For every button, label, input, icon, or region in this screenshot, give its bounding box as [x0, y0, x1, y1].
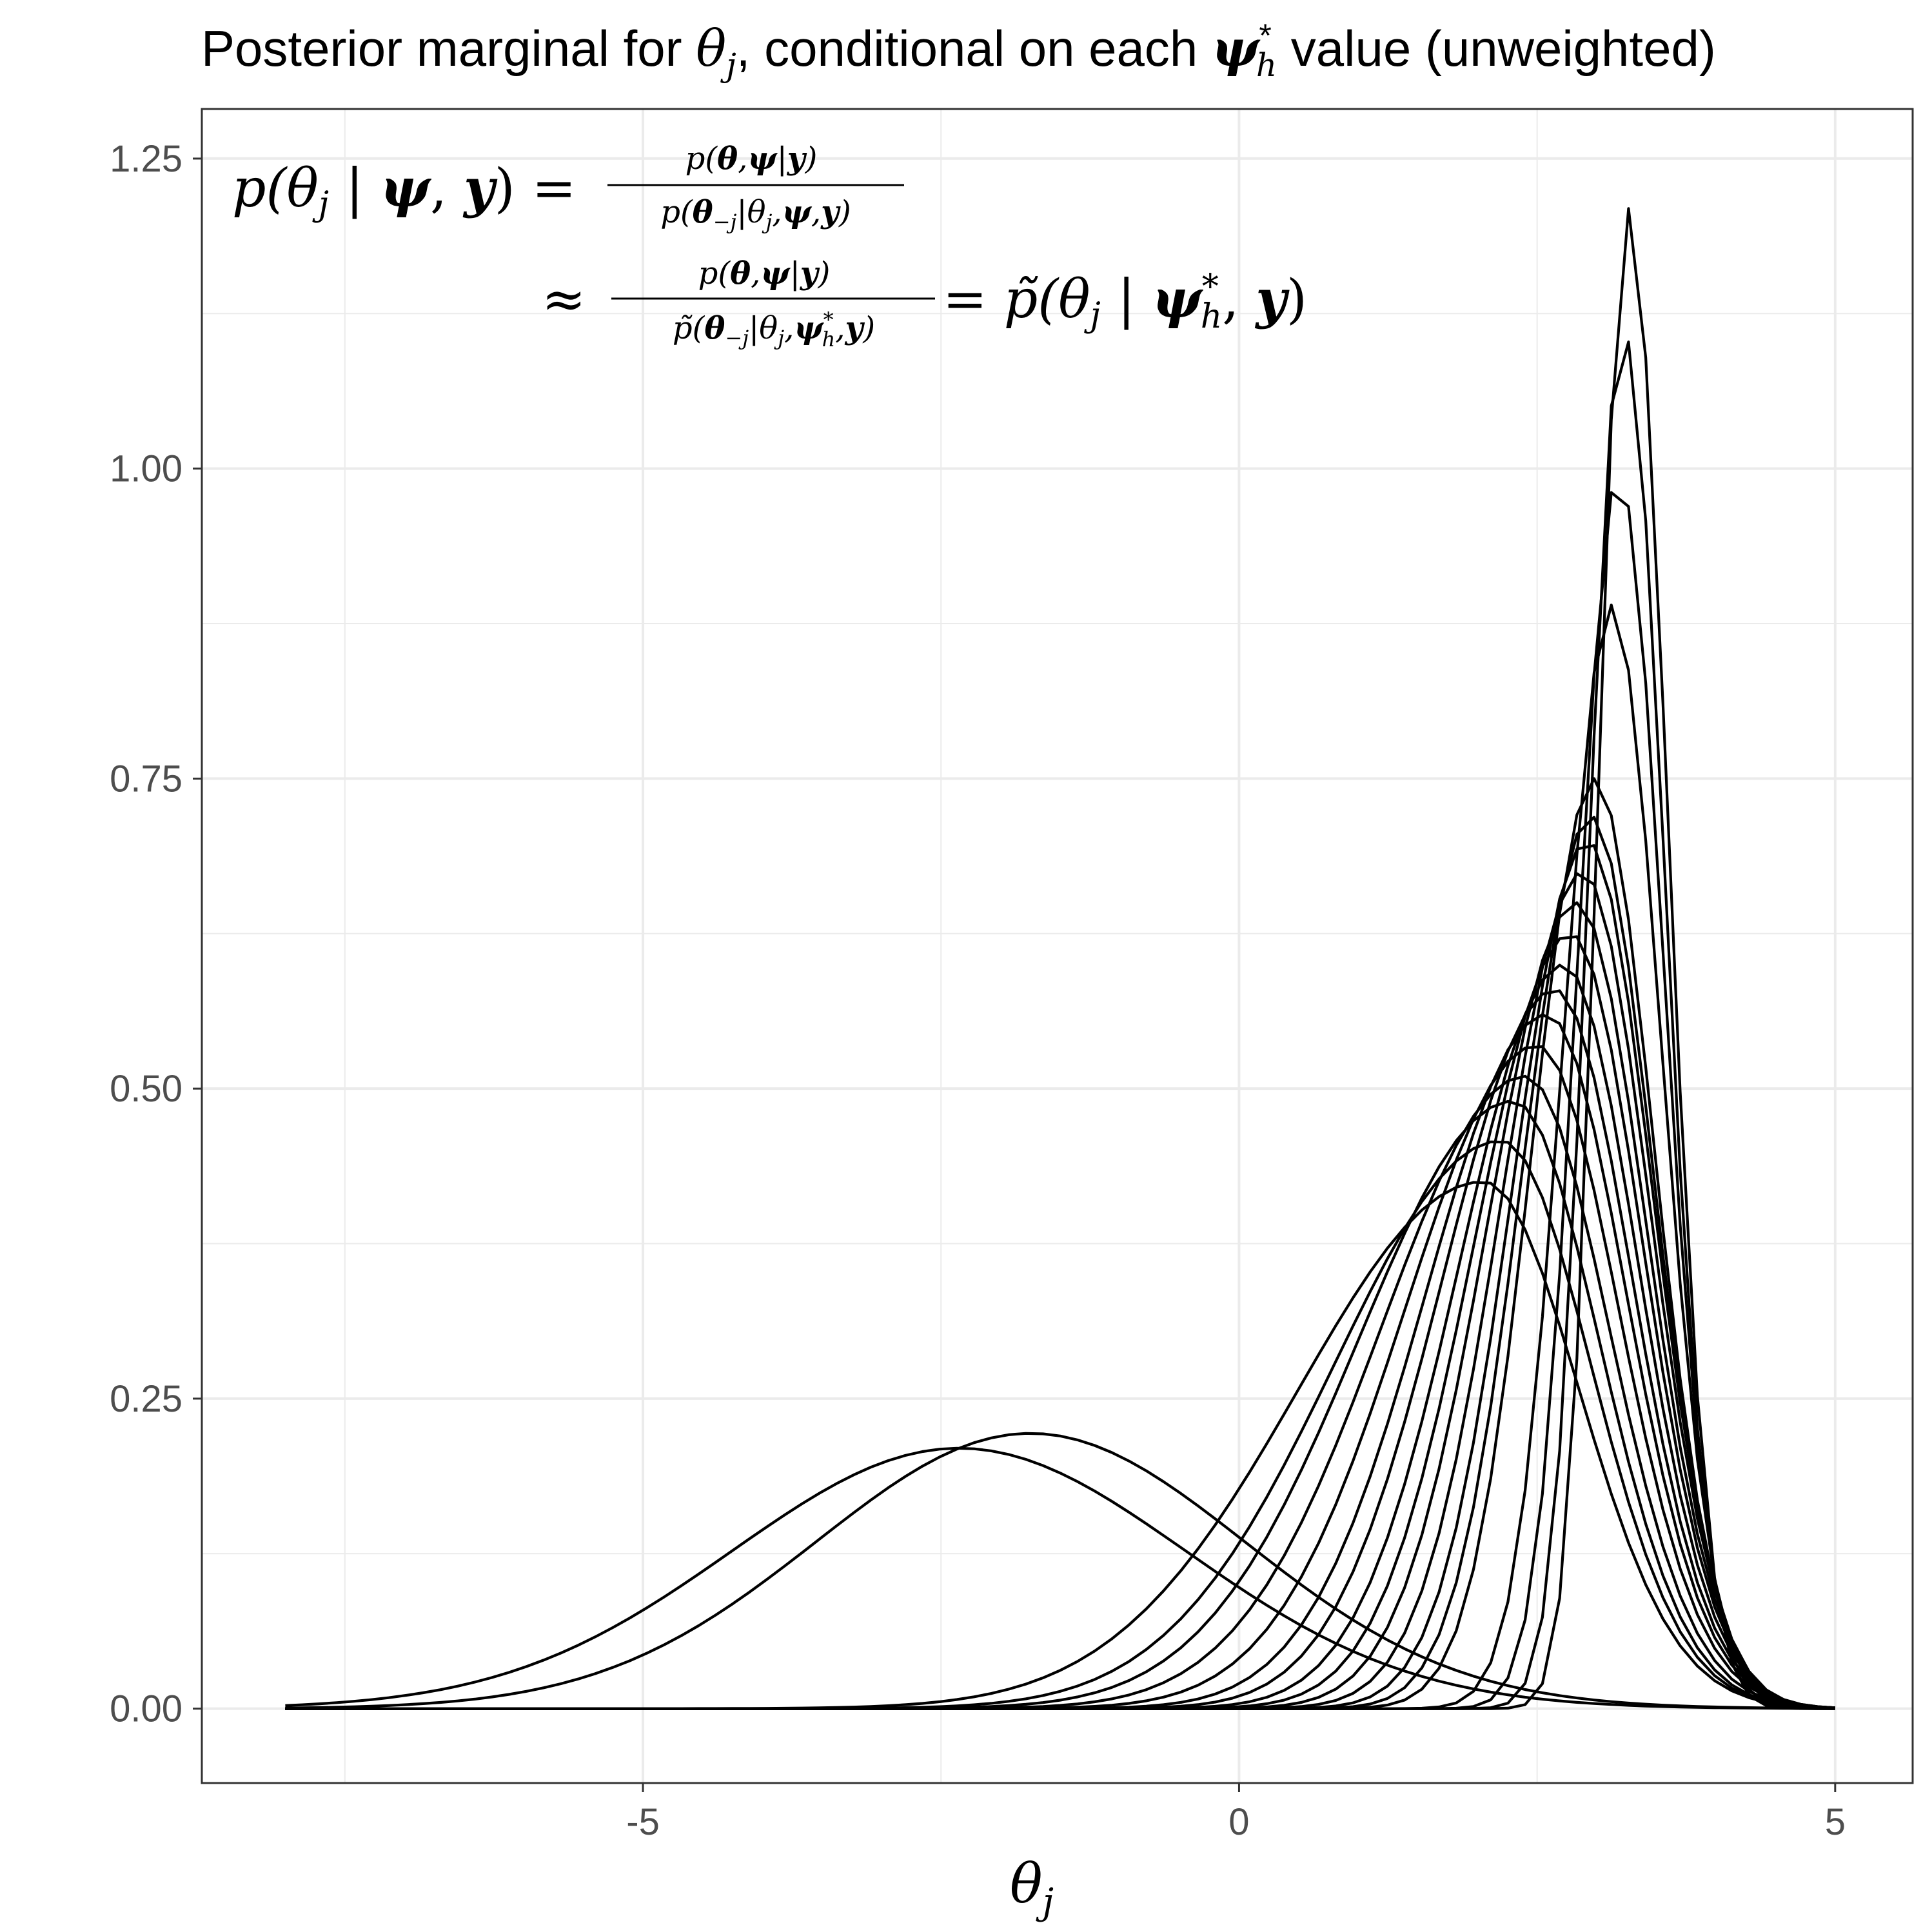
- density-curve-2: [285, 1432, 1835, 1710]
- svg-text:p(θj | ψ, y) =: p(θj | ψ, y) =: [232, 157, 577, 224]
- density-curve-1: [285, 1446, 1835, 1710]
- y-tick-label: 0.25: [110, 1378, 182, 1420]
- grid: [202, 109, 1913, 1783]
- chart-title: Posterior marginal for θj, conditional o…: [201, 17, 1716, 84]
- axes: -5 0 5 0.00 0.25 0.50 0.75 1.00 1.25: [110, 138, 1846, 1843]
- y-tick-label: 1.00: [110, 448, 182, 490]
- formula-annotation: p(θj | ψ, y) = p(θ,ψ|y) p(θ−j|θj,ψ,y) ≈ …: [232, 141, 1307, 351]
- svg-text:≈: ≈: [542, 269, 586, 330]
- svg-text:= p̃(θj | ψ*h, y): = p̃(θj | ψ* h, y): [943, 268, 1307, 336]
- svg-text:p(θ,ψ|y): p(θ,ψ|y): [698, 255, 831, 291]
- y-tick-label: 0.50: [110, 1068, 182, 1110]
- svg-text:p(θ−j|θj,ψ,y): p(θ−j|θj,ψ,y): [660, 194, 851, 234]
- x-tick-label: 0: [1228, 1801, 1249, 1843]
- y-tick-label: 1.25: [110, 138, 182, 180]
- y-tick-label: 0.75: [110, 758, 182, 800]
- x-tick-label: 5: [1825, 1801, 1846, 1843]
- svg-text:p(θ,ψ|y): p(θ,ψ|y): [685, 141, 818, 177]
- x-tick-label: -5: [626, 1801, 660, 1843]
- density-curves: [285, 207, 1835, 1710]
- plot-panel-border: [201, 108, 1914, 1784]
- y-tick-label: 0.00: [110, 1688, 182, 1730]
- svg-text:p̃(θ−j|θj,ψ*h,y): p̃(θ−j|θj,ψ* h,y): [673, 308, 875, 351]
- density-curve-20: [285, 207, 1835, 1710]
